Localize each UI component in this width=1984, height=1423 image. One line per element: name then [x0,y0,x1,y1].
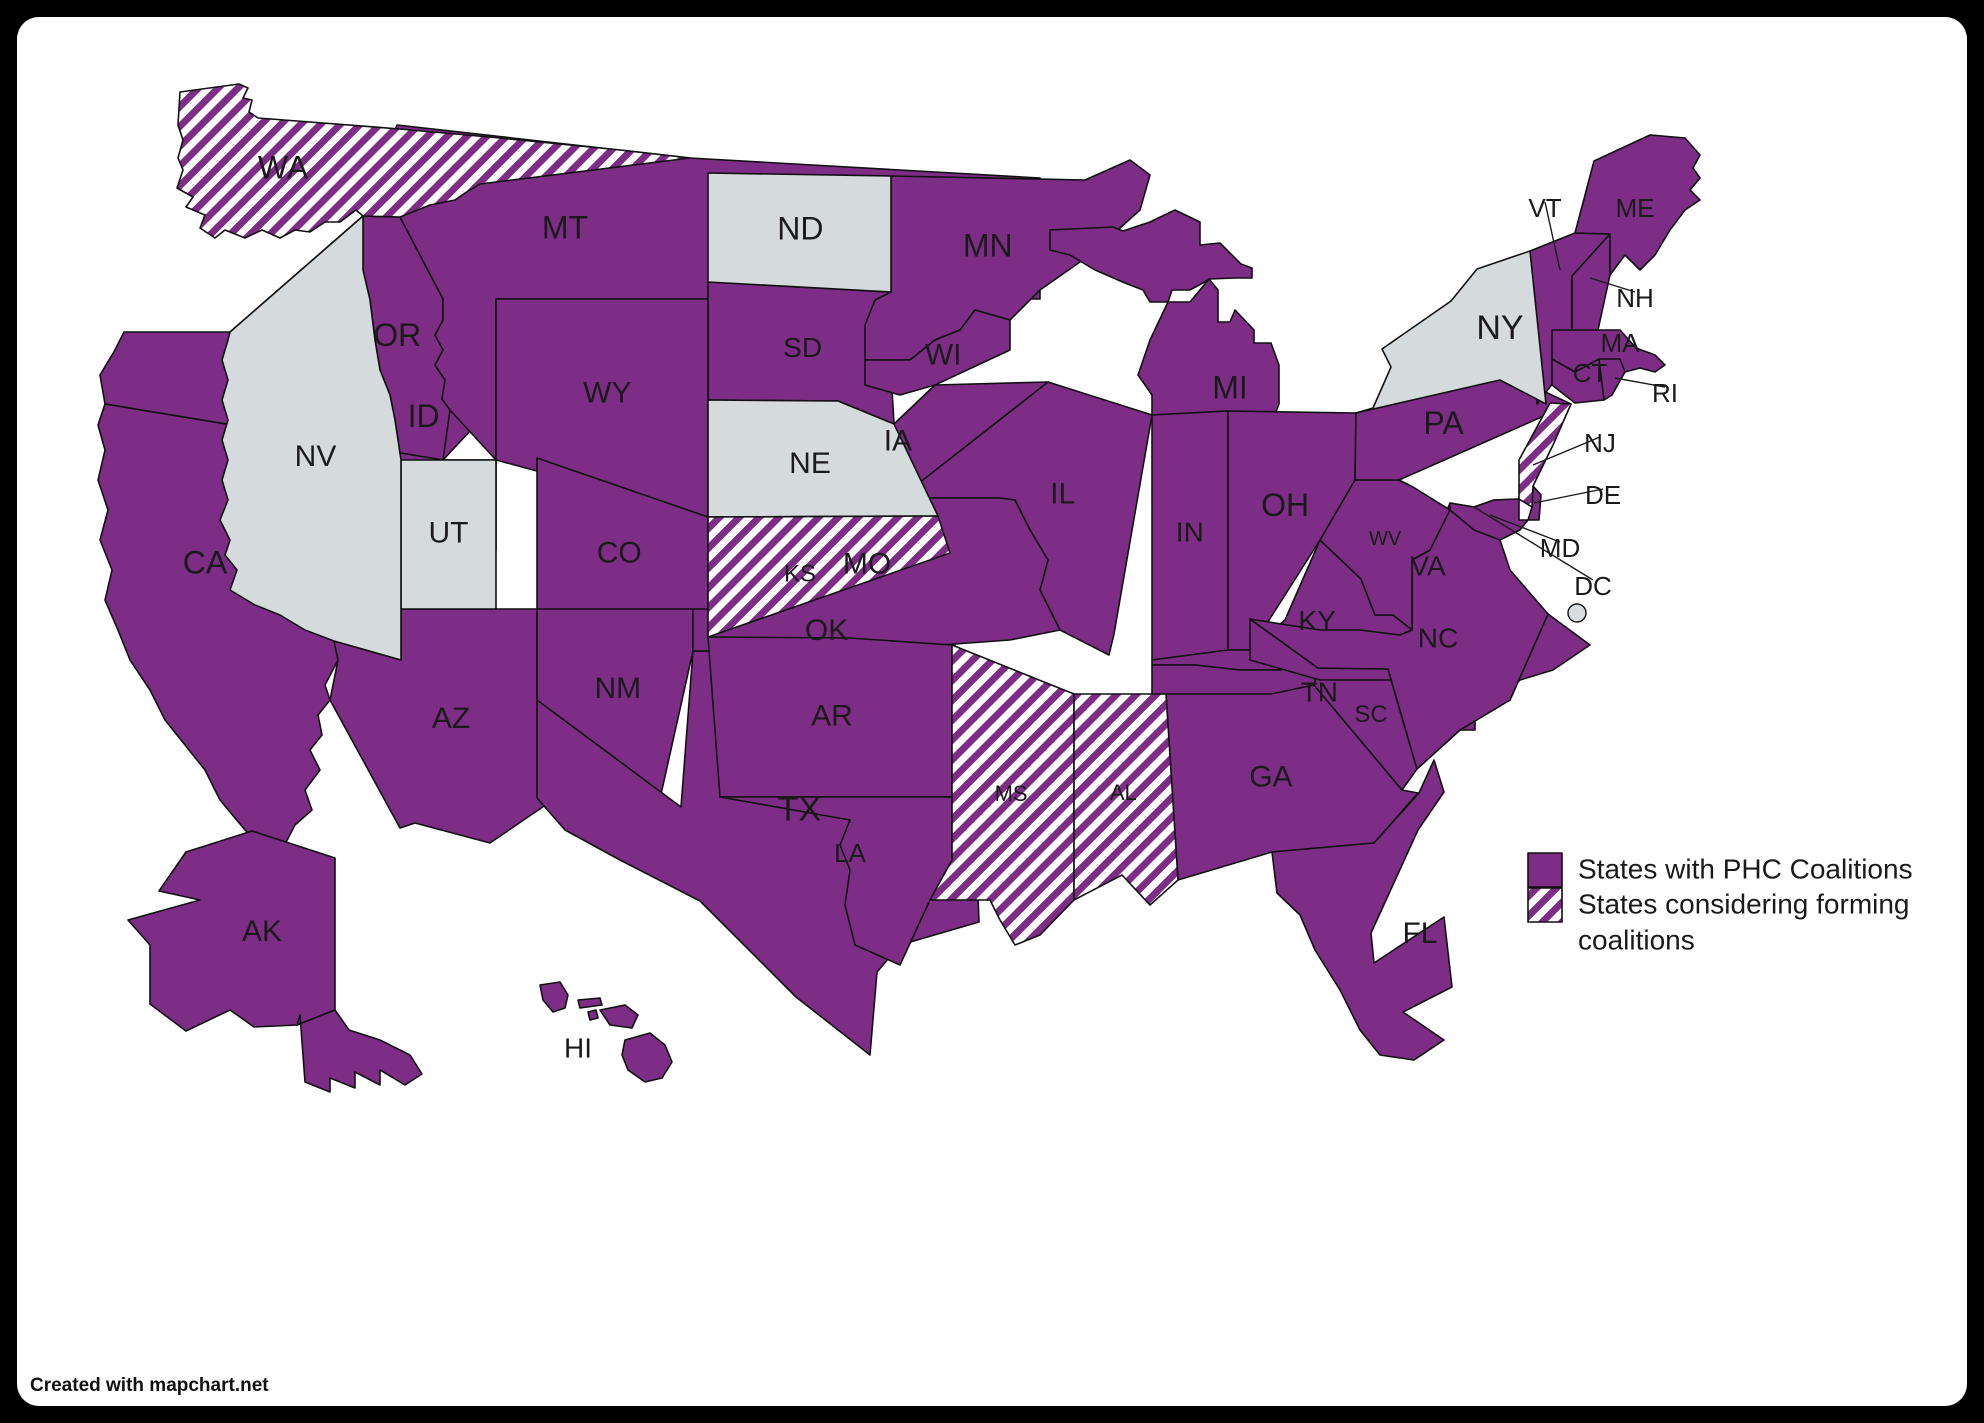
svg-text:MA: MA [1601,328,1641,358]
svg-text:SC: SC [1354,701,1387,728]
svg-text:KS: KS [784,560,816,587]
svg-text:TX: TX [778,791,821,829]
svg-text:NE: NE [789,447,831,480]
svg-text:LA: LA [834,838,866,868]
svg-text:GA: GA [1249,760,1292,793]
svg-text:MD: MD [1540,533,1580,563]
svg-text:NJ: NJ [1584,428,1616,458]
svg-text:RI: RI [1652,378,1678,408]
svg-text:AZ: AZ [432,702,470,735]
svg-text:HI: HI [564,1032,592,1063]
svg-text:ND: ND [777,210,823,246]
svg-text:CO: CO [597,536,642,569]
svg-text:MO: MO [843,547,891,580]
svg-text:OH: OH [1261,487,1309,523]
svg-text:WY: WY [583,376,631,409]
svg-text:FL: FL [1402,917,1437,950]
svg-text:WI: WI [925,339,962,372]
svg-text:CT: CT [1573,358,1608,388]
svg-text:ID: ID [408,398,440,434]
svg-text:MN: MN [963,227,1013,263]
svg-text:coalitions: coalitions [1578,924,1695,955]
svg-text:SD: SD [783,332,822,363]
svg-text:PA: PA [1423,405,1464,441]
svg-text:VA: VA [1410,550,1446,581]
svg-text:OK: OK [805,614,848,647]
svg-text:IA: IA [884,424,912,457]
svg-text:TN: TN [1301,676,1338,707]
svg-text:NM: NM [594,672,641,705]
svg-text:MT: MT [542,209,588,245]
svg-text:NY: NY [1476,309,1523,347]
svg-text:MI: MI [1212,369,1248,405]
svg-text:AL: AL [1110,780,1137,805]
svg-text:NV: NV [295,440,337,473]
svg-text:States considering forming: States considering forming [1578,888,1910,919]
svg-text:WV: WV [1369,528,1402,550]
svg-text:AK: AK [242,915,282,948]
svg-text:ME: ME [1616,193,1655,223]
svg-text:IL: IL [1050,478,1075,511]
svg-text:KY: KY [1298,605,1336,636]
svg-text:NC: NC [1418,622,1458,653]
svg-text:IN: IN [1176,516,1204,547]
svg-text:States with PHC Coalitions: States with PHC Coalitions [1578,853,1913,884]
svg-text:OR: OR [373,317,421,353]
svg-text:DC: DC [1574,571,1612,601]
svg-text:UT: UT [429,516,469,549]
svg-text:VT: VT [1528,193,1561,223]
svg-text:DE: DE [1585,480,1621,510]
svg-text:AR: AR [811,699,853,732]
svg-text:MS: MS [995,781,1028,806]
svg-text:WA: WA [258,149,309,185]
svg-text:CA: CA [183,544,228,580]
